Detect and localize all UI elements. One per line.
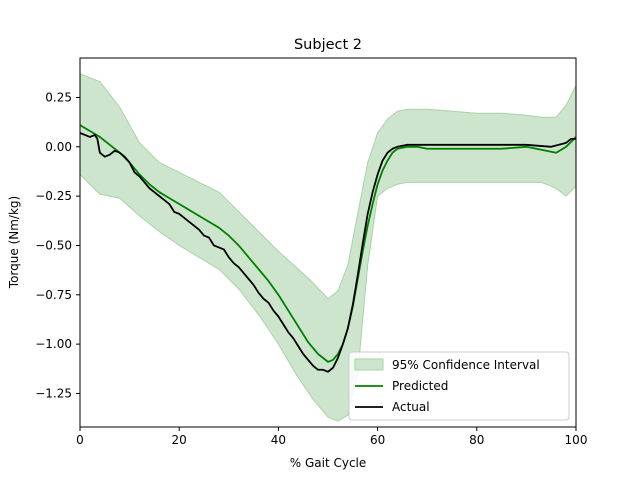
y-tick-label: −0.25: [35, 189, 72, 203]
legend-box: [348, 351, 570, 421]
legend-band-swatch: [354, 358, 384, 371]
y-tick-label: −0.50: [35, 238, 72, 252]
legend-band-label: 95% Confidence Interval: [392, 358, 540, 372]
y-axis-label: Torque (Nm/kg): [7, 196, 21, 289]
legend-actual-label: Actual: [392, 400, 430, 414]
y-axis: 0.25 0.00 −0.25 −0.50 −0.75 −1.00 −1.25: [35, 90, 80, 400]
plot-frame: [79, 57, 577, 428]
chart-title: Subject 2: [294, 37, 362, 53]
series-line-actual: [79, 132, 576, 373]
y-tick-label: −1.00: [35, 337, 72, 351]
x-tick-label: 20: [172, 433, 187, 447]
legend: 95% Confidence Interval Predicted Actual: [348, 351, 570, 421]
x-tick-label: 40: [271, 433, 286, 447]
x-axis-label: % Gait Cycle: [290, 456, 367, 470]
x-axis: 0 20 40 60 80 100: [76, 427, 587, 447]
y-tick-label: 0.25: [45, 90, 72, 104]
legend-predicted-label: Predicted: [392, 379, 448, 393]
y-tick-label: −1.25: [35, 386, 72, 400]
x-tick-label: 100: [565, 433, 588, 447]
x-tick-label: 60: [370, 433, 385, 447]
x-tick-label: 80: [469, 433, 484, 447]
x-tick-label: 0: [76, 433, 84, 447]
y-tick-label: 0.00: [45, 140, 72, 154]
y-tick-label: −0.75: [35, 288, 72, 302]
series-line-predicted: [79, 124, 577, 363]
